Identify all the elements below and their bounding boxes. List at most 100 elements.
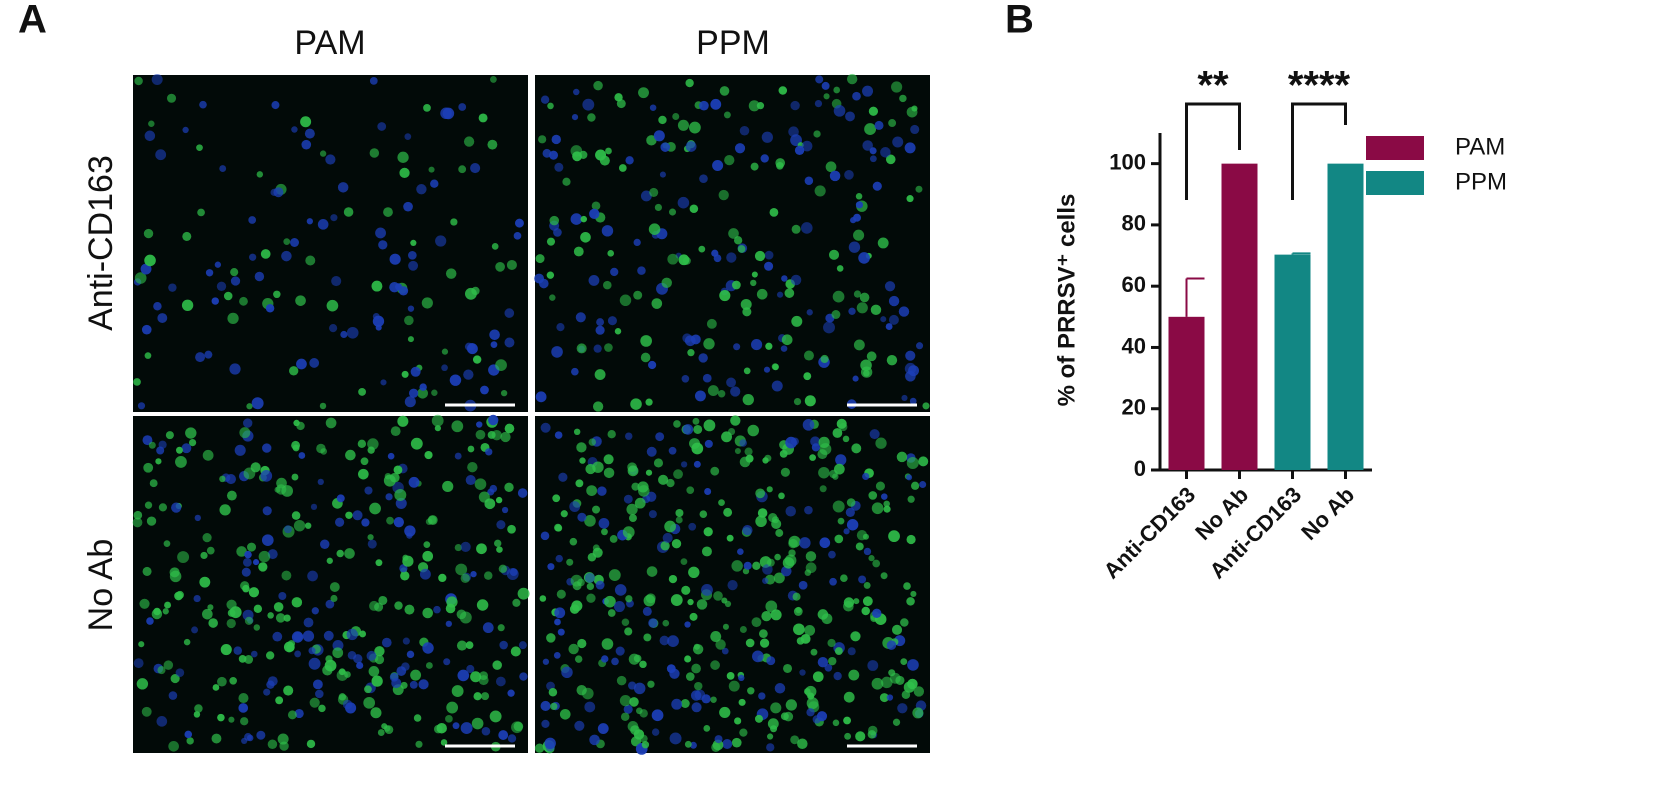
cell bbox=[833, 463, 845, 475]
cell bbox=[848, 307, 856, 315]
cell bbox=[395, 283, 402, 291]
cell bbox=[584, 572, 595, 583]
cell bbox=[802, 419, 815, 431]
cell bbox=[404, 315, 414, 326]
cell bbox=[182, 126, 189, 134]
cell bbox=[551, 134, 561, 145]
cell bbox=[689, 204, 699, 214]
cell bbox=[171, 502, 182, 513]
cell bbox=[730, 415, 741, 426]
cell bbox=[500, 431, 511, 443]
cell bbox=[466, 664, 475, 673]
cell bbox=[270, 188, 278, 196]
cell bbox=[375, 559, 383, 567]
significance-label: **** bbox=[1288, 64, 1351, 108]
cell bbox=[821, 81, 830, 90]
cell bbox=[393, 517, 404, 528]
cell bbox=[614, 327, 622, 335]
cell bbox=[456, 609, 467, 620]
significance-label: ** bbox=[1197, 64, 1229, 108]
y-tick-label: 80 bbox=[1122, 211, 1146, 236]
cell bbox=[818, 466, 830, 479]
cell bbox=[343, 207, 354, 217]
cell bbox=[883, 505, 891, 513]
cell bbox=[584, 515, 596, 527]
cell bbox=[738, 674, 745, 682]
cell bbox=[364, 486, 373, 495]
cell bbox=[200, 551, 208, 560]
cell bbox=[611, 657, 619, 666]
cell bbox=[692, 417, 700, 425]
micrograph bbox=[535, 75, 930, 412]
y-tick-label: 0 bbox=[1134, 456, 1146, 481]
cell bbox=[345, 449, 356, 461]
cell bbox=[743, 561, 752, 570]
cell bbox=[244, 616, 254, 625]
cell bbox=[904, 142, 916, 154]
cell bbox=[535, 254, 545, 264]
cell bbox=[667, 635, 679, 648]
cell bbox=[340, 330, 348, 339]
cell bbox=[754, 250, 766, 262]
cell bbox=[726, 377, 736, 388]
cell bbox=[573, 246, 584, 257]
cell bbox=[698, 245, 706, 253]
cell bbox=[903, 582, 911, 590]
cell bbox=[434, 425, 441, 432]
cell bbox=[750, 162, 759, 171]
cell bbox=[759, 629, 768, 639]
cell bbox=[162, 608, 169, 615]
cell bbox=[780, 467, 790, 477]
cell bbox=[186, 737, 194, 745]
cell bbox=[335, 517, 345, 527]
cell bbox=[562, 177, 571, 186]
cell bbox=[703, 527, 713, 537]
cell bbox=[302, 630, 315, 642]
cell bbox=[733, 236, 743, 245]
cell bbox=[671, 539, 682, 549]
cell bbox=[207, 604, 214, 611]
cell bbox=[289, 366, 299, 376]
cell bbox=[310, 503, 318, 510]
cell bbox=[788, 126, 799, 138]
cell bbox=[177, 551, 190, 564]
cell bbox=[686, 486, 695, 495]
cell bbox=[480, 385, 489, 395]
cell bbox=[637, 266, 646, 275]
cell bbox=[158, 503, 167, 512]
cell bbox=[300, 116, 312, 128]
cell bbox=[197, 208, 205, 217]
cell bbox=[244, 550, 252, 559]
cell bbox=[267, 739, 278, 749]
cell bbox=[337, 182, 349, 193]
cell bbox=[773, 572, 785, 584]
cell bbox=[352, 510, 363, 521]
cell bbox=[507, 734, 517, 743]
cell bbox=[291, 511, 301, 520]
cell bbox=[662, 619, 670, 627]
cell bbox=[329, 324, 338, 333]
cell bbox=[691, 702, 702, 713]
cell bbox=[872, 559, 881, 568]
cell bbox=[594, 369, 606, 381]
cell bbox=[538, 135, 547, 144]
cell bbox=[151, 74, 163, 86]
cell bbox=[422, 642, 434, 654]
bar bbox=[1274, 254, 1311, 470]
cell bbox=[794, 145, 805, 156]
cell bbox=[479, 671, 488, 681]
cell bbox=[619, 294, 632, 307]
cell bbox=[358, 387, 366, 396]
cell bbox=[575, 312, 586, 323]
cell bbox=[283, 238, 291, 246]
cell bbox=[202, 449, 214, 461]
cell bbox=[627, 721, 639, 732]
cell bbox=[801, 222, 813, 234]
cell bbox=[640, 352, 651, 363]
cell bbox=[728, 680, 740, 692]
cell bbox=[685, 672, 695, 681]
cell bbox=[329, 582, 340, 592]
cell bbox=[648, 510, 657, 519]
cell bbox=[304, 128, 315, 139]
cell bbox=[759, 638, 770, 648]
